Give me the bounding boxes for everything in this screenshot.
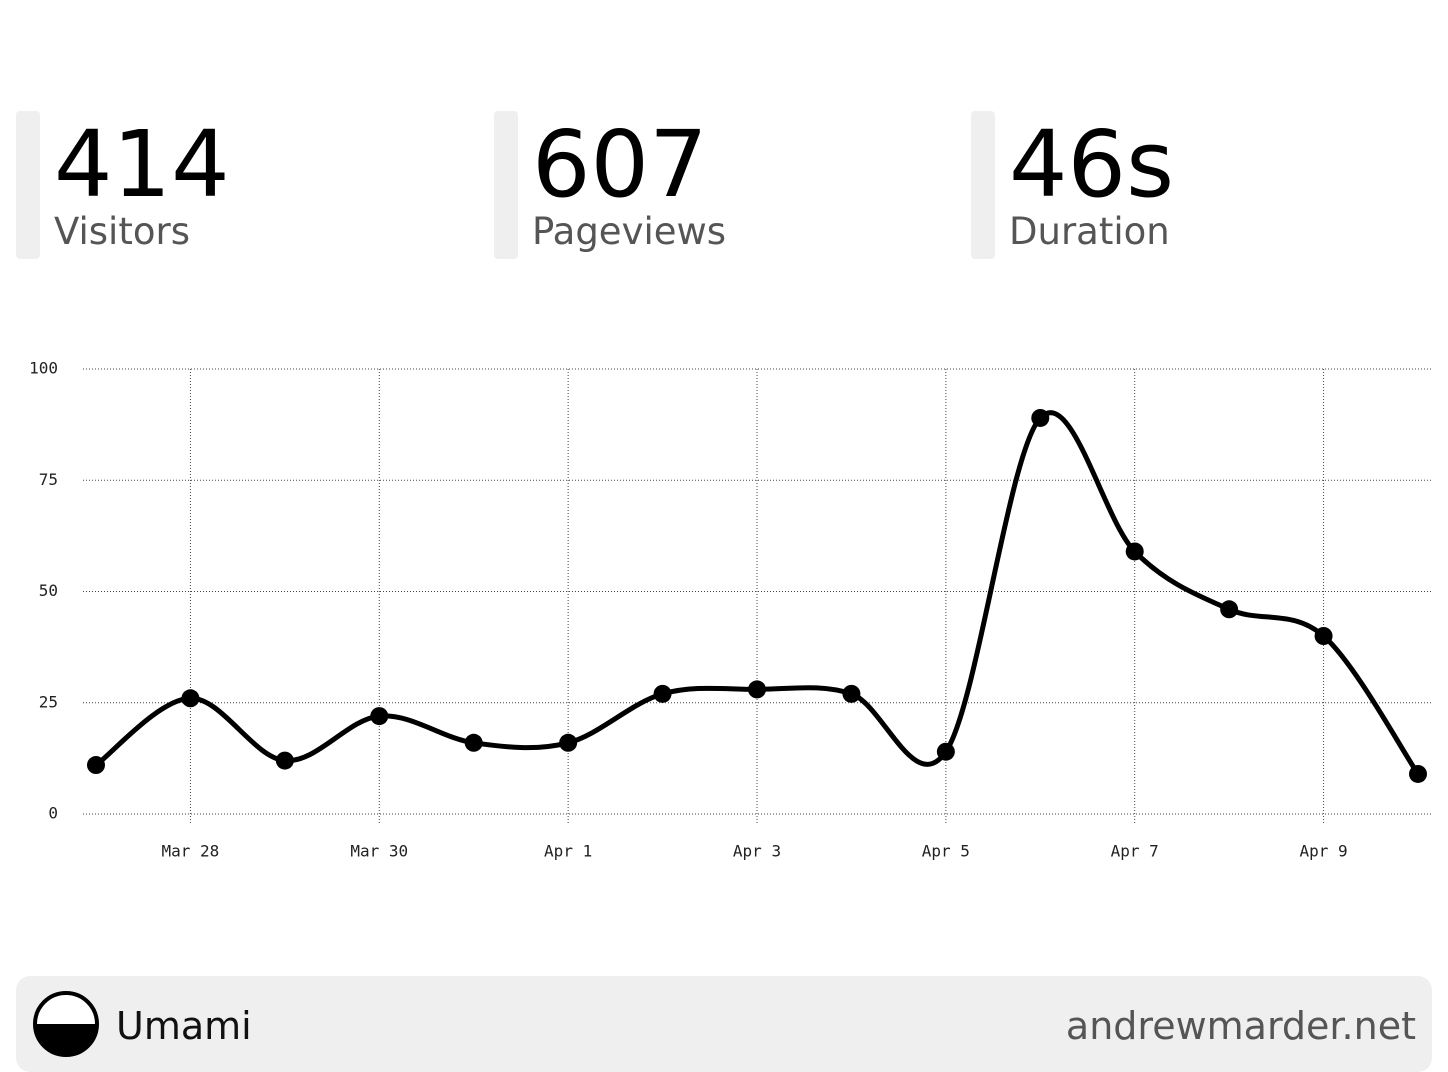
- stat-bar: [971, 111, 995, 259]
- point: [1031, 408, 1050, 427]
- x-tick-label: Apr 3: [733, 842, 781, 861]
- point: [936, 742, 955, 761]
- point: [275, 751, 294, 770]
- point: [653, 684, 672, 703]
- point: [87, 756, 105, 775]
- x-tick-label: Mar 28: [162, 842, 220, 861]
- stat-card: 46s Duration: [971, 111, 1411, 259]
- point: [1409, 764, 1427, 783]
- stat-value: 414: [54, 111, 230, 218]
- stat-card: 607 Pageviews: [494, 111, 934, 259]
- y-tick-label: 25: [39, 692, 58, 711]
- stat-label: Duration: [1009, 210, 1170, 253]
- footer: Umami andrewmarder.net: [16, 976, 1432, 1072]
- point: [370, 707, 389, 726]
- stat-label: Pageviews: [532, 210, 727, 253]
- x-tick-label: Apr 5: [922, 842, 970, 861]
- x-tick-label: Mar 30: [350, 842, 408, 861]
- point: [559, 733, 578, 752]
- umami-logo: [33, 991, 99, 1057]
- stat-bar: [16, 111, 40, 259]
- brand[interactable]: Umami: [116, 1004, 252, 1048]
- point: [181, 689, 200, 708]
- x-tick-label: Apr 9: [1299, 842, 1347, 861]
- point: [464, 733, 483, 752]
- y-tick-label: 100: [29, 359, 58, 378]
- y-tick-label: 50: [39, 581, 58, 600]
- point: [1220, 600, 1239, 619]
- stat-bar: [494, 111, 518, 259]
- line: [94, 410, 1421, 776]
- site-link[interactable]: andrewmarder.net: [1065, 1004, 1416, 1048]
- point: [748, 680, 766, 699]
- y-tick-label: 75: [39, 470, 58, 489]
- chart: 0 25 50 75 100 Mar 28 Mar 30 Apr 1 Apr 3 Apr 5 Apr…: [29, 359, 1432, 861]
- stat-card: 414 Visitors: [16, 111, 456, 259]
- stat-label: Visitors: [54, 210, 190, 253]
- point: [1125, 542, 1144, 561]
- y-tick-label: 0: [48, 804, 58, 823]
- x-tick-label: Apr 7: [1111, 842, 1159, 861]
- stat-value: 607: [532, 111, 708, 218]
- point: [1314, 627, 1333, 645]
- point: [842, 684, 861, 703]
- x-tick-label: Apr 1: [544, 842, 592, 861]
- stat-value: 46s: [1009, 111, 1174, 218]
